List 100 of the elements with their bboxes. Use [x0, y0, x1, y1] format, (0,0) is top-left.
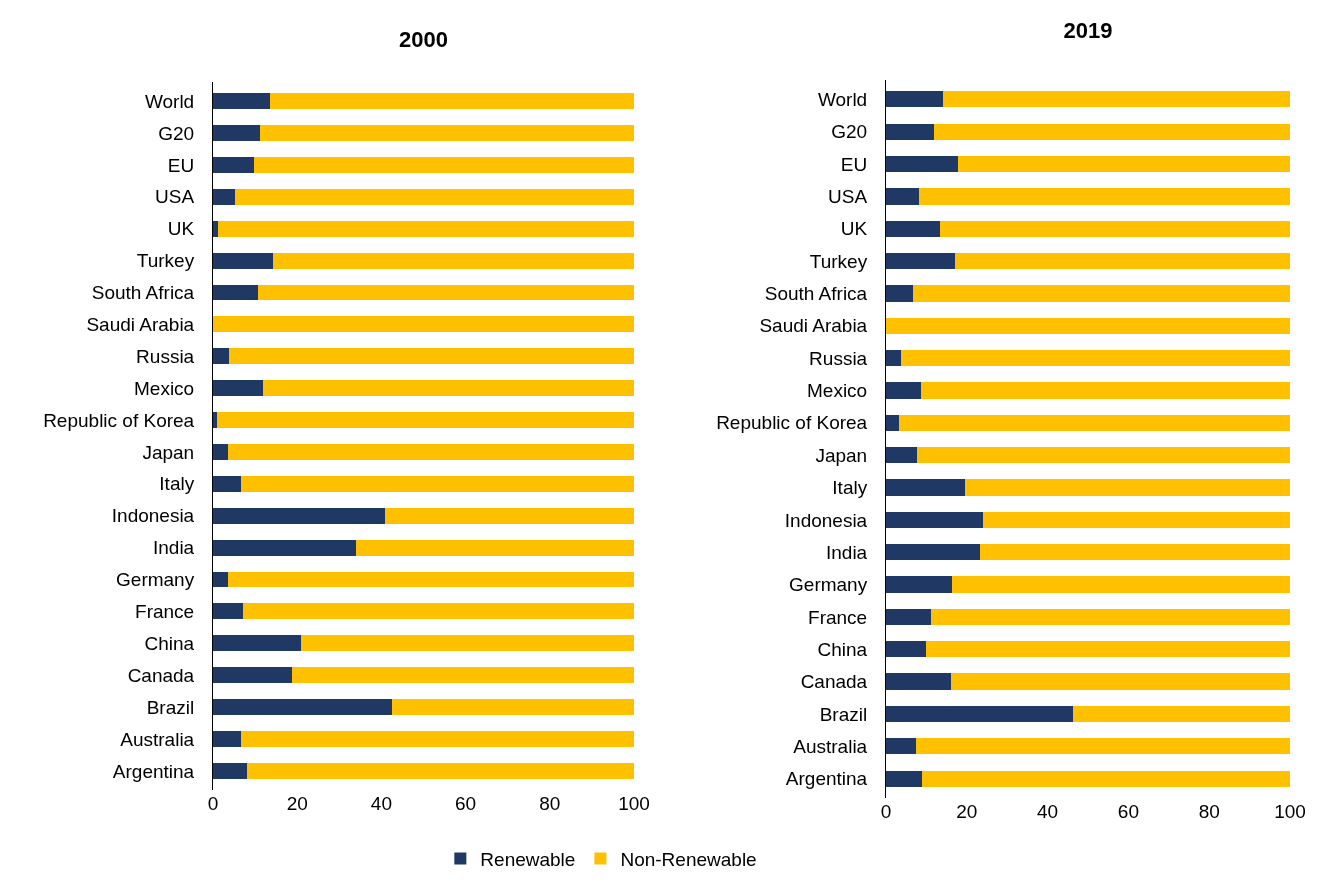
bar [213, 699, 392, 716]
bar [213, 443, 229, 460]
bar [213, 316, 634, 333]
y-tick-label: Brazil [819, 703, 868, 725]
x-tick-label: 20 [286, 793, 308, 814]
bar [213, 507, 386, 524]
bar [886, 253, 956, 270]
bar [229, 348, 634, 365]
x-tick-label: 40 [1037, 801, 1059, 822]
bar [919, 188, 1290, 205]
y-tick-label: Canada [127, 664, 195, 686]
bar [921, 382, 1290, 399]
bar [241, 731, 634, 747]
bar [886, 608, 931, 625]
bar [241, 475, 634, 492]
bar [213, 731, 242, 747]
bar [213, 348, 229, 365]
bar [886, 188, 920, 205]
bar [269, 93, 634, 110]
bar [886, 156, 958, 173]
y-tick-label: USA [155, 186, 195, 208]
y-tick-label: Indonesia [111, 505, 195, 527]
bar [213, 252, 274, 269]
bar [213, 475, 242, 492]
bar [213, 603, 243, 620]
legend-label: Non-Renewable [620, 848, 757, 870]
bar [915, 738, 1290, 755]
bar [930, 608, 1290, 625]
y-tick-label: EU [167, 154, 195, 176]
chart-title: 2019 [1063, 17, 1113, 43]
y-tick-label: Saudi Arabia [86, 314, 195, 336]
bar [213, 380, 264, 397]
bar [385, 507, 634, 524]
bar [886, 414, 899, 431]
bar [391, 699, 634, 716]
bar [300, 635, 634, 652]
y-tick-label: Canada [800, 671, 868, 693]
bar [917, 447, 1290, 464]
bar [213, 635, 301, 652]
bar [213, 220, 219, 237]
bar [886, 511, 983, 528]
y-tick-label: Australia [793, 735, 868, 757]
bar [940, 220, 1290, 237]
bar [980, 544, 1290, 561]
y-tick-label: Saudi Arabia [759, 315, 868, 337]
y-tick-label: G20 [158, 122, 195, 144]
bar [886, 770, 922, 787]
x-tick-label: 100 [1274, 801, 1306, 822]
bar [951, 673, 1290, 690]
x-tick-label: 100 [618, 793, 650, 814]
bar [934, 123, 1290, 140]
y-tick-label: Japan [815, 444, 868, 466]
y-tick-label: South Africa [91, 282, 195, 304]
y-tick-label: Italy [832, 477, 868, 499]
x-tick-label: 40 [370, 793, 392, 814]
y-tick-label: EU [840, 153, 868, 175]
bar [242, 603, 634, 620]
bar [228, 571, 634, 588]
x-tick-label: 80 [539, 793, 561, 814]
bar [213, 667, 293, 684]
bar [1073, 705, 1290, 722]
y-tick-label: Germany [116, 569, 195, 591]
bar [951, 576, 1290, 593]
bar [213, 539, 357, 556]
bar [213, 762, 248, 779]
bar [253, 156, 634, 173]
bar [886, 576, 952, 593]
bar [273, 252, 634, 269]
bar [886, 705, 1074, 722]
x-tick-label: 60 [1117, 801, 1139, 822]
bar [886, 673, 952, 690]
bar [886, 382, 922, 399]
bar [886, 317, 1290, 334]
bar [356, 539, 634, 556]
y-tick-label: Republic of Korea [716, 412, 868, 434]
chart-title: 2000 [399, 26, 448, 52]
bar [886, 285, 914, 302]
x-tick-label: 60 [455, 793, 477, 814]
bar [942, 91, 1290, 108]
bar [926, 641, 1290, 658]
x-tick-label: 80 [1198, 801, 1220, 822]
bar [213, 284, 259, 301]
bar [228, 443, 634, 460]
x-tick-label: 20 [956, 801, 978, 822]
y-tick-label: Mexico [807, 380, 868, 402]
bar [886, 220, 941, 237]
bar [886, 738, 916, 755]
y-tick-label: India [153, 537, 195, 559]
y-tick-label: Argentina [785, 768, 868, 790]
bar [913, 285, 1290, 302]
bar [898, 414, 1290, 431]
bar [213, 156, 254, 173]
y-tick-label: Brazil [146, 696, 195, 718]
y-tick-label: South Africa [764, 283, 868, 305]
y-tick-label: China [144, 632, 195, 654]
bar [886, 447, 918, 464]
bar [218, 220, 634, 237]
y-tick-label: Mexico [134, 377, 195, 399]
bar [921, 770, 1290, 787]
bar [217, 412, 634, 429]
